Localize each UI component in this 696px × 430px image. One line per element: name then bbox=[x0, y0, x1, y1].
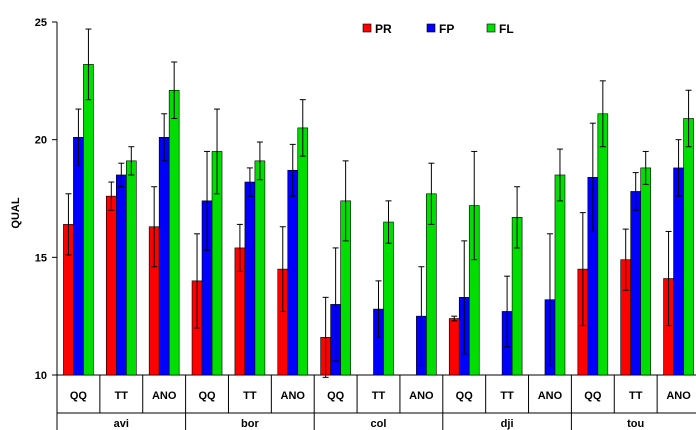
bar-fl bbox=[168, 89, 180, 376]
bar-fl bbox=[254, 160, 266, 376]
x-group-label: dji bbox=[501, 418, 514, 430]
bar-fl bbox=[554, 174, 566, 376]
bar-fl bbox=[383, 221, 394, 376]
bar-fl bbox=[297, 127, 309, 376]
x-group-label: avi bbox=[114, 418, 129, 430]
legend-swatch-fp bbox=[426, 23, 436, 33]
x-tick-label: ANO bbox=[409, 390, 434, 402]
bar-fp bbox=[116, 174, 127, 376]
bar-pr bbox=[448, 318, 460, 376]
x-tick-label: QQ bbox=[584, 390, 602, 402]
x-tick-label: TT bbox=[629, 390, 643, 402]
x-tick-label: QQ bbox=[456, 390, 474, 402]
y-tick-label: 10 bbox=[35, 370, 47, 382]
x-tick-label: ANO bbox=[281, 390, 306, 402]
x-group-label: tou bbox=[627, 418, 644, 430]
y-axis-label: QUAL bbox=[10, 197, 22, 228]
x-tick-label: QQ bbox=[70, 390, 88, 402]
x-tick-label: QQ bbox=[198, 390, 216, 402]
legend-label-pr: PR bbox=[375, 22, 392, 36]
bar-fp bbox=[287, 169, 299, 376]
x-tick-label: ANO bbox=[152, 390, 177, 402]
legend-swatch-fl bbox=[486, 23, 496, 33]
bar-fp bbox=[630, 191, 642, 376]
legend: PR FP FL bbox=[362, 22, 514, 36]
bar-fl bbox=[683, 118, 694, 376]
x-tick-label: ANO bbox=[666, 390, 691, 402]
x-tick-label: TT bbox=[500, 390, 514, 402]
y-tick-label: 25 bbox=[35, 17, 47, 29]
bar-fl bbox=[597, 113, 609, 376]
bars bbox=[63, 28, 694, 378]
x-tick-label: TT bbox=[372, 390, 386, 402]
y-tick-label: 20 bbox=[35, 135, 47, 147]
bar-fp bbox=[673, 167, 684, 376]
bar-fp bbox=[158, 137, 170, 376]
x-tick-label: ANO bbox=[538, 390, 563, 402]
x-group-label: bor bbox=[241, 418, 259, 430]
legend-label-fp: FP bbox=[439, 22, 454, 36]
legend-label-fl: FL bbox=[499, 22, 514, 36]
bar-fl bbox=[83, 64, 94, 376]
x-tick-label: TT bbox=[243, 390, 257, 402]
y-tick-label: 15 bbox=[35, 252, 47, 264]
bar-pr bbox=[106, 195, 117, 376]
bar-fp bbox=[244, 181, 256, 376]
bar-fl bbox=[640, 167, 652, 376]
x-group-label: col bbox=[371, 418, 387, 430]
legend-swatch-pr bbox=[362, 23, 372, 33]
x-tick-label: TT bbox=[115, 390, 129, 402]
bar-fl bbox=[126, 160, 137, 376]
x-tick-label: QQ bbox=[327, 390, 345, 402]
bar-fp bbox=[73, 137, 84, 376]
